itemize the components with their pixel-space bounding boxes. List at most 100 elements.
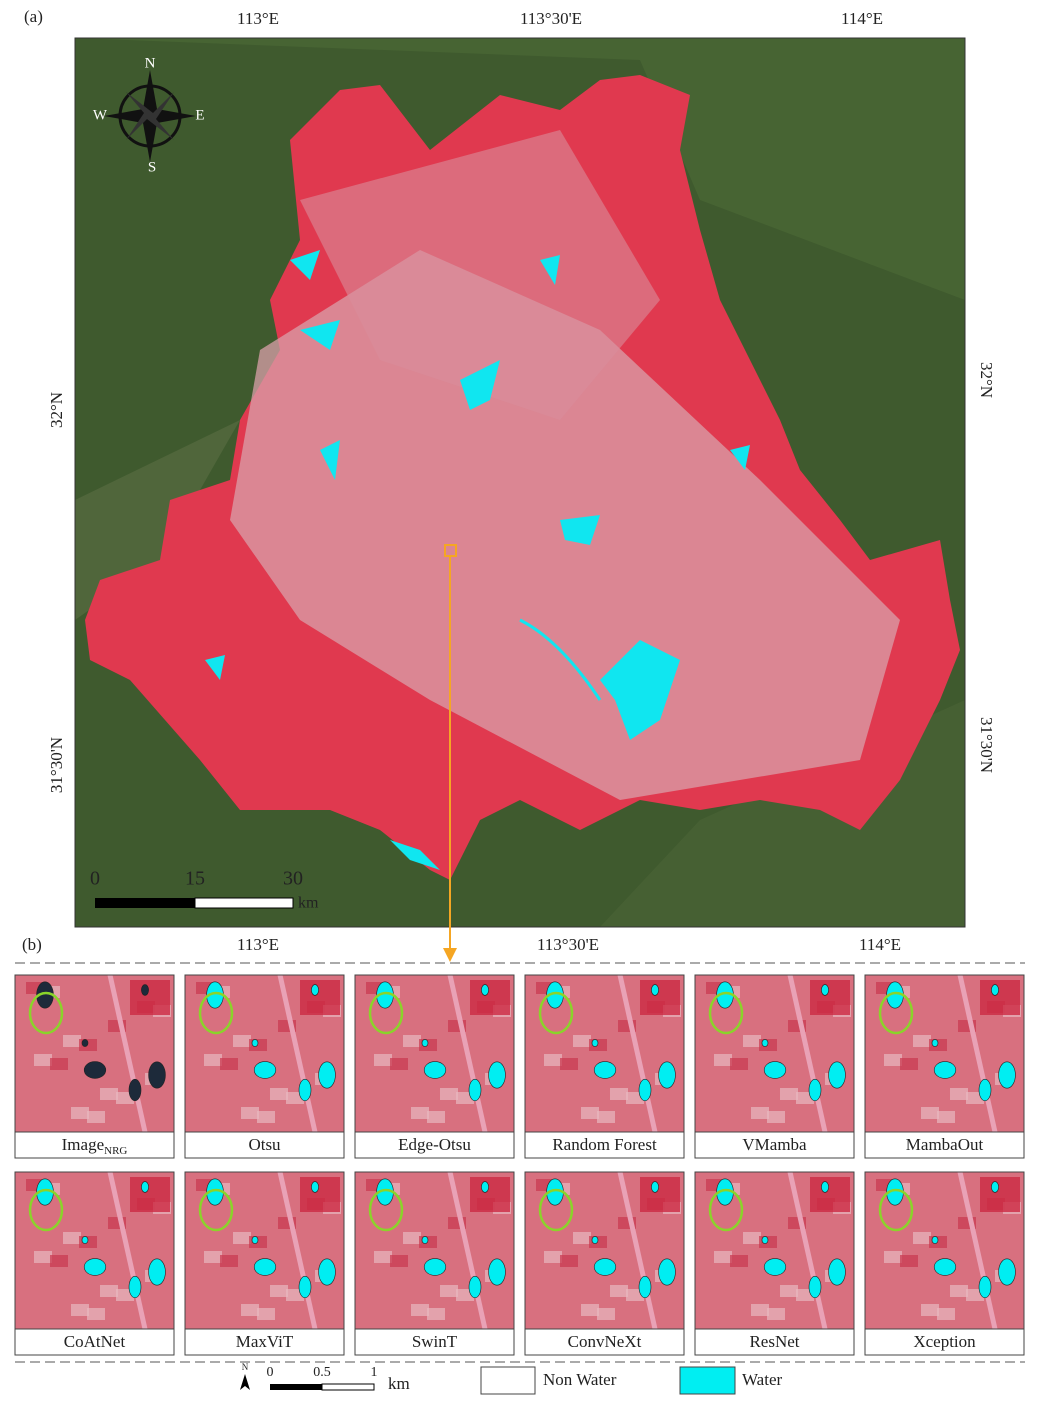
legend-label: Water	[742, 1370, 782, 1389]
tile-label-text: MambaOut	[906, 1135, 984, 1154]
texture	[220, 1255, 238, 1267]
texture	[100, 1285, 118, 1297]
north-label: N	[242, 1362, 249, 1372]
texture	[900, 1255, 918, 1267]
texture	[884, 1251, 902, 1263]
water-body	[828, 1061, 846, 1089]
road	[787, 1171, 828, 1330]
label-box	[694, 1131, 855, 1159]
highlight-circle	[198, 1188, 234, 1232]
water-body	[311, 1181, 319, 1193]
texture	[390, 1255, 408, 1267]
road	[957, 1171, 998, 1330]
highlight-circle	[28, 1188, 64, 1232]
water-body	[318, 1258, 336, 1286]
texture	[929, 1236, 947, 1248]
water-body	[81, 1236, 89, 1244]
texture	[87, 1111, 105, 1123]
tile-label-subscript: NRG	[104, 1145, 127, 1157]
field	[810, 980, 850, 1015]
tile-label: MaxViT	[236, 1332, 294, 1351]
texture	[34, 1054, 52, 1066]
water-body	[81, 1039, 89, 1047]
texture	[714, 1054, 732, 1066]
water-body	[593, 1061, 617, 1079]
water-body	[253, 1258, 277, 1276]
texture	[403, 1232, 421, 1244]
texture	[79, 1236, 97, 1248]
label-box	[524, 1328, 685, 1356]
water-body	[763, 1061, 787, 1079]
water-body	[128, 1078, 142, 1102]
water-body	[128, 1275, 142, 1299]
water-body	[761, 1039, 769, 1047]
highlight-circle	[368, 1188, 404, 1232]
texture	[233, 1232, 251, 1244]
tile-label: VMamba	[742, 1135, 807, 1154]
texture	[937, 1111, 955, 1123]
highlight-circle	[708, 1188, 744, 1232]
texture	[390, 1058, 408, 1070]
tile: MambaOut	[864, 974, 1025, 1159]
texture	[403, 1035, 421, 1047]
water-body	[763, 1258, 787, 1276]
road	[617, 974, 658, 1133]
texture	[937, 1308, 955, 1320]
texture	[581, 1107, 599, 1119]
texture	[270, 1088, 288, 1100]
tile-label: MambaOut	[906, 1135, 984, 1154]
highlight-circle	[538, 1188, 574, 1232]
tile: CoAtNet	[14, 1171, 175, 1356]
water-body	[761, 1236, 769, 1244]
water-body	[638, 1275, 652, 1299]
texture	[411, 1107, 429, 1119]
texture	[780, 1285, 798, 1297]
label-box	[524, 1131, 685, 1159]
satellite-map	[75, 38, 965, 927]
tile: Xception	[864, 1171, 1025, 1356]
compass-n: N	[145, 55, 156, 71]
texture	[751, 1107, 769, 1119]
water-body	[591, 1039, 599, 1047]
road	[957, 974, 998, 1133]
label-box	[14, 1328, 175, 1356]
water-body	[298, 1078, 312, 1102]
highlight-circle	[368, 991, 404, 1035]
scale-tick: 0.5	[313, 1365, 331, 1380]
water-body	[468, 1078, 482, 1102]
lon-label: 113°E	[237, 9, 279, 28]
tile: ResNet	[694, 1171, 855, 1356]
texture	[610, 1088, 628, 1100]
water-body	[251, 1236, 259, 1244]
water-body	[591, 1236, 599, 1244]
water-body	[593, 1258, 617, 1276]
texture	[730, 1058, 748, 1070]
water-body	[141, 984, 149, 996]
field	[980, 980, 1020, 1015]
water-body	[991, 1181, 999, 1193]
scale-tick: 0	[90, 868, 100, 890]
lat-label: 32°N	[977, 362, 996, 398]
lon-label: 113°30'E	[520, 9, 582, 28]
water-body	[931, 1236, 939, 1244]
lon-label: 114°E	[841, 9, 883, 28]
texture	[929, 1039, 947, 1051]
compass-e: E	[195, 107, 204, 123]
texture	[270, 1285, 288, 1297]
tile-label-text: Xception	[913, 1332, 976, 1351]
texture	[560, 1058, 578, 1070]
tile: Edge-Otsu	[354, 974, 515, 1159]
tile-label: ConvNeXt	[568, 1332, 642, 1351]
water-body	[978, 1275, 992, 1299]
label-box	[14, 1131, 175, 1159]
texture	[419, 1039, 437, 1051]
texture	[544, 1251, 562, 1263]
texture	[913, 1232, 931, 1244]
texture	[427, 1308, 445, 1320]
texture	[440, 1285, 458, 1297]
highlight-circle	[708, 991, 744, 1035]
water-body	[978, 1078, 992, 1102]
panel-label: (a)	[24, 7, 43, 26]
tile: Random Forest	[524, 974, 685, 1159]
water-body	[821, 1181, 829, 1193]
